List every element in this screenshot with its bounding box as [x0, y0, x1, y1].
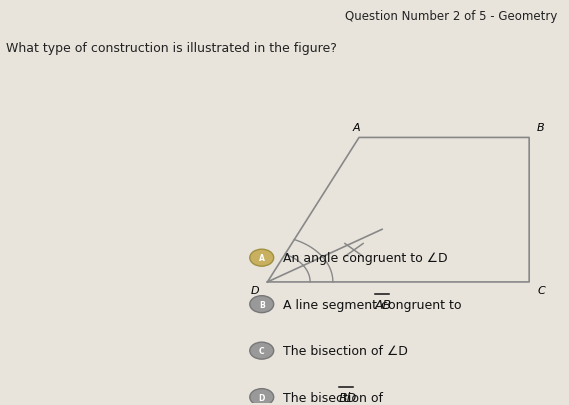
Text: The bisection of: The bisection of	[283, 391, 387, 404]
Text: AB: AB	[375, 298, 392, 311]
Text: A: A	[352, 122, 360, 132]
Text: An angle congruent to ∠D: An angle congruent to ∠D	[283, 252, 448, 264]
Text: A line segment congruent to: A line segment congruent to	[283, 298, 466, 311]
Circle shape	[250, 342, 274, 359]
Text: C: C	[259, 346, 265, 355]
Text: BD: BD	[339, 391, 357, 404]
Text: D: D	[251, 285, 259, 295]
Circle shape	[250, 296, 274, 313]
Text: B: B	[537, 122, 545, 132]
Circle shape	[250, 249, 274, 266]
Text: D: D	[258, 393, 265, 402]
Text: C: C	[537, 285, 545, 295]
Text: What type of construction is illustrated in the figure?: What type of construction is illustrated…	[6, 43, 337, 55]
Text: The bisection of ∠D: The bisection of ∠D	[283, 344, 408, 357]
Circle shape	[250, 389, 274, 405]
Text: A: A	[259, 254, 265, 262]
Text: B: B	[259, 300, 265, 309]
Text: Question Number 2 of 5 - Geometry: Question Number 2 of 5 - Geometry	[345, 10, 558, 23]
